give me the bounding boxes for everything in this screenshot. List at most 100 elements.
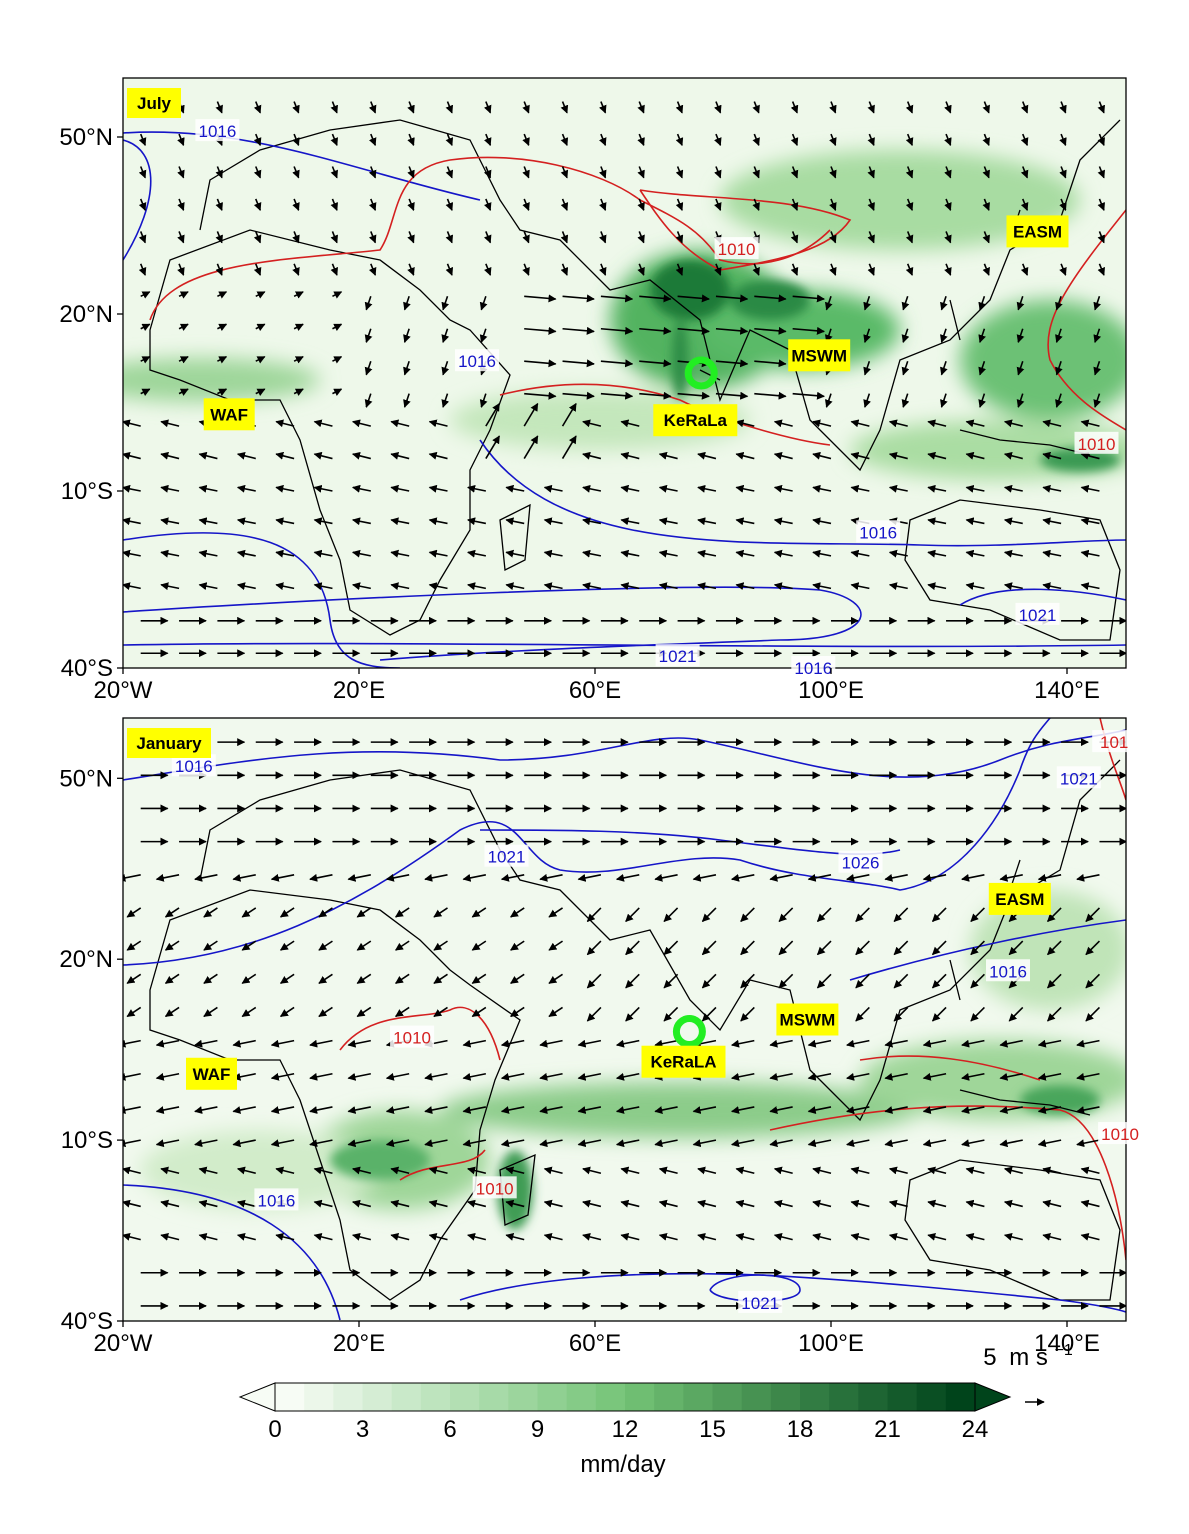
isobar-label: 1010: [1101, 1125, 1139, 1144]
wind-vector: [599, 263, 607, 276]
wind-vector: [194, 1106, 218, 1114]
wind-vector: [275, 419, 295, 428]
wind-vector: [816, 907, 832, 923]
wind-vector: [970, 973, 985, 989]
wind-vector: [236, 451, 256, 460]
wind-vector: [292, 166, 300, 179]
wind-vector: [523, 402, 539, 427]
isobar-label-background: [838, 850, 883, 873]
wind-vector: [982, 231, 990, 244]
wind-vector: [433, 973, 448, 984]
wind-vector: [313, 582, 333, 591]
wind-vector: [654, 1139, 678, 1148]
wind-vector: [1097, 231, 1105, 244]
wind-vector: [615, 1072, 640, 1081]
wind-vector: [505, 484, 525, 493]
region-label: MSWM: [791, 346, 847, 365]
wind-vector: [599, 231, 607, 244]
wind-vector: [752, 101, 760, 114]
wind-vector: [441, 328, 450, 344]
wind-vector: [236, 484, 256, 493]
wind-vector: [888, 582, 908, 591]
isobar-label-background: [1015, 602, 1060, 625]
wind-vector: [313, 1199, 333, 1208]
wind-vector: [424, 1139, 448, 1148]
map-background: [123, 718, 1126, 1321]
wind-vector: [1076, 1139, 1100, 1148]
wind-vector: [850, 1232, 870, 1241]
wind-vector: [1008, 1006, 1024, 1022]
colorbar-segment: [683, 1383, 713, 1411]
region-label-box: [776, 1003, 839, 1036]
wind-vector: [965, 451, 985, 460]
wind-vector: [901, 328, 910, 344]
wind-vector: [140, 388, 151, 396]
wind-vector: [356, 1006, 372, 1018]
wind-vector: [867, 198, 875, 211]
wind-vector: [123, 1232, 141, 1241]
wind-vector: [330, 101, 338, 114]
wind-vector: [407, 133, 415, 147]
month-label-box: [127, 728, 211, 758]
wind-vector: [309, 1139, 333, 1148]
y-tick-label: 40°S: [61, 655, 113, 682]
colorbar-segment: [712, 1383, 743, 1411]
wind-vector: [850, 582, 870, 591]
wind-vector: [978, 393, 986, 408]
wind-vector: [697, 549, 717, 558]
wind-vector: [403, 360, 411, 376]
y-tick-label: 40°S: [61, 1308, 113, 1335]
wind-vector: [740, 973, 755, 989]
wind-vector: [769, 1106, 793, 1114]
wind-vector: [332, 323, 343, 332]
kerala-marker: [684, 356, 718, 390]
wind-vector: [126, 1006, 142, 1018]
wind-vector: [714, 166, 722, 179]
wind-vector: [330, 263, 338, 276]
wind-vector: [253, 263, 262, 276]
wind-vector: [347, 1039, 371, 1048]
wind-vector: [922, 1072, 947, 1081]
wind-vector: [352, 1199, 371, 1208]
wind-vector: [462, 1106, 487, 1114]
wind-vector: [364, 328, 373, 344]
wind-vector: [692, 1139, 717, 1148]
wind-vector: [198, 1199, 218, 1208]
wind-vector: [505, 517, 525, 526]
wind-vector: [577, 1072, 602, 1081]
wind-vector: [160, 451, 180, 460]
wind-vector: [1080, 451, 1100, 460]
wind-vector: [471, 973, 487, 984]
wind-vector: [663, 907, 679, 923]
wind-vector: [330, 198, 338, 211]
y-tick-label: 10°S: [61, 478, 113, 505]
wind-vector: [313, 517, 333, 526]
wind-vector: [735, 1232, 755, 1241]
wind-vector: [982, 101, 990, 114]
isobar-label: 1010: [393, 1029, 431, 1048]
wind-vector: [543, 1166, 563, 1175]
wind-vector: [778, 940, 794, 956]
wind-vector: [561, 402, 577, 427]
wind-vector: [714, 263, 722, 276]
wind-vector: [177, 133, 185, 147]
wind-vector: [407, 166, 415, 179]
wind-vector: [773, 582, 793, 591]
wind-vector: [164, 1006, 180, 1018]
wind-vector: [123, 419, 141, 428]
wind-vector: [1080, 1199, 1100, 1208]
wind-vector: [965, 419, 985, 428]
region-label-box: [988, 882, 1051, 915]
wind-vector: [888, 1166, 908, 1175]
wind-vector: [658, 1199, 678, 1208]
wind-vector: [1059, 166, 1067, 179]
wind-vector: [467, 517, 487, 526]
wind-vector: [965, 582, 985, 591]
colorbar-segment: [858, 1383, 888, 1411]
wind-vector: [539, 1072, 563, 1081]
wind-vector: [522, 133, 530, 147]
wind-vector: [1016, 328, 1025, 344]
wind-vector: [773, 1166, 793, 1175]
wind-vector: [850, 451, 870, 460]
wind-vector: [424, 1106, 448, 1114]
